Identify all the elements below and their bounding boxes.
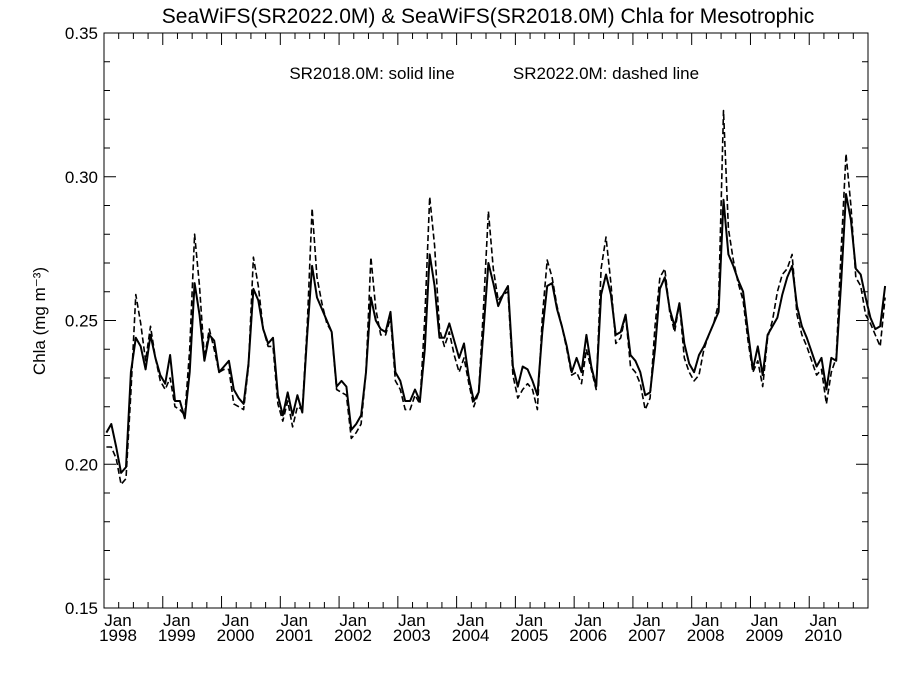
x-tick-month-label: Jan	[163, 611, 190, 630]
x-tick-month-label: Jan	[339, 611, 366, 630]
x-tick-year-label: 2000	[217, 626, 255, 645]
y-tick-label: 0.30	[65, 168, 98, 187]
y-tick-label: 0.35	[65, 24, 98, 43]
x-tick-year-label: 2007	[628, 626, 666, 645]
x-tick-year-label: 2005	[510, 626, 548, 645]
x-tick-month-label: Jan	[633, 611, 660, 630]
x-tick-month-label: Jan	[104, 611, 131, 630]
x-tick-year-label: 2009	[746, 626, 784, 645]
x-tick-year-label: 2003	[393, 626, 431, 645]
chart-title: SeaWiFS(SR2022.0M) & SeaWiFS(SR2018.0M) …	[162, 5, 814, 28]
x-tick-month-label: Jan	[574, 611, 601, 630]
x-tick-month-label: Jan	[457, 611, 484, 630]
series-layer	[105, 109, 887, 486]
series-line-sr2018-0m	[105, 193, 887, 474]
y-tick-label: 0.20	[65, 455, 98, 474]
series-line-sr2022-0m	[106, 109, 886, 486]
x-tick-month-label: Jan	[281, 611, 308, 630]
x-tick-year-label: 2004	[452, 626, 490, 645]
axis-ticks: 0.150.200.250.300.35Jan1998Jan1999Jan200…	[65, 24, 868, 645]
x-tick-year-label: 2010	[804, 626, 842, 645]
x-tick-year-label: 1998	[99, 626, 137, 645]
x-tick-month-label: Jan	[751, 611, 778, 630]
x-tick-month-label: Jan	[516, 611, 543, 630]
plot-frame	[103, 32, 869, 609]
x-tick-year-label: 1999	[158, 626, 196, 645]
x-tick-month-label: Jan	[398, 611, 425, 630]
x-tick-year-label: 2006	[569, 626, 607, 645]
x-tick-month-label: Jan	[222, 611, 249, 630]
x-tick-month-label: Jan	[692, 611, 719, 630]
x-tick-year-label: 2001	[275, 626, 313, 645]
x-tick-year-label: 2008	[687, 626, 725, 645]
y-tick-label: 0.25	[65, 312, 98, 331]
y-axis-label: Chla (mg m⁻³)	[30, 267, 49, 375]
legend-solid-note: SR2018.0M: solid line	[289, 64, 454, 83]
x-tick-year-label: 2002	[334, 626, 372, 645]
legend-dashed-note: SR2022.0M: dashed line	[513, 64, 699, 83]
x-tick-month-label: Jan	[810, 611, 837, 630]
y-tick-label: 0.15	[65, 599, 98, 618]
